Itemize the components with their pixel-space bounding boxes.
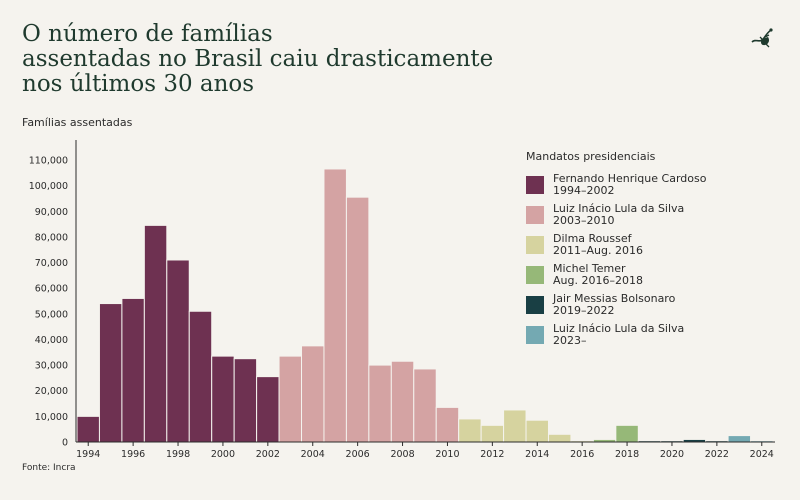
- legend-item-lula-2: Luiz Inácio Lula da Silva 2023–: [526, 320, 786, 350]
- legend-name: Jair Messias Bolsonaro: [553, 292, 676, 305]
- chart-title: O número de famílias assentadas no Brasi…: [22, 22, 662, 97]
- legend-name: Fernando Henrique Cardoso: [553, 172, 707, 185]
- y-tick-label: 70,000: [35, 258, 68, 269]
- x-tick-label: 2002: [256, 449, 280, 460]
- x-tick-label: 2004: [301, 449, 325, 460]
- y-tick-label: 20,000: [35, 386, 68, 397]
- legend-name: Dilma Roussef: [553, 232, 632, 245]
- legend-period: 1994–2002: [553, 184, 615, 197]
- legend-period: 2023–: [553, 334, 587, 347]
- legend-period: Aug. 2016–2018: [553, 274, 643, 287]
- bar-1999: [188, 310, 213, 443]
- legend-item-fhc: Fernando Henrique Cardoso 1994–2002: [526, 170, 786, 200]
- title-line-3: nos últimos 30 anos: [22, 71, 255, 97]
- bar-2018: [615, 424, 639, 443]
- bar-2004: [301, 345, 325, 443]
- legend-swatch: [526, 206, 544, 224]
- legend-swatch: [526, 296, 544, 314]
- bar-2005: [323, 168, 347, 443]
- bar-2011: [458, 418, 482, 443]
- legend-name: Luiz Inácio Lula da Silva: [553, 322, 685, 335]
- legend-title: Mandatos presidenciais: [526, 150, 656, 163]
- legend-name: Luiz Inácio Lula da Silva: [553, 202, 685, 215]
- y-axis-label: Famílias assentadas: [22, 116, 133, 129]
- bar-2007: [368, 364, 392, 443]
- x-tick-label: 1998: [166, 449, 190, 460]
- legend-name: Michel Temer: [553, 262, 626, 275]
- x-tick-label: 2016: [570, 449, 594, 460]
- bar-2023: [727, 435, 752, 443]
- x-tick-label: 1996: [121, 449, 145, 460]
- legend-item-lula-1: Luiz Inácio Lula da Silva 2003–2010: [526, 200, 786, 230]
- lizard-logo-icon: [751, 28, 773, 48]
- x-tick-label: 2018: [615, 449, 639, 460]
- legend-item-bolsonaro: Jair Messias Bolsonaro 2019–2022: [526, 290, 786, 320]
- legend-swatch: [526, 176, 544, 194]
- bar-2010: [435, 406, 460, 443]
- title-line-2: assentadas no Brasil caiu drasticamente: [22, 46, 494, 72]
- bar-1994: [76, 415, 100, 443]
- bar-2014: [525, 419, 549, 443]
- legend-swatch: [526, 266, 544, 284]
- legend: Mandatos presidenciais Fernando Henrique…: [526, 150, 786, 350]
- x-tick-label: 2006: [346, 449, 370, 460]
- y-tick-label: 10,000: [35, 412, 68, 423]
- y-tick-label: 50,000: [35, 309, 68, 320]
- x-tick-label: 2024: [750, 449, 774, 460]
- y-tick-label: 40,000: [35, 335, 68, 346]
- y-tick-label: 60,000: [35, 284, 68, 295]
- y-tick-label: 90,000: [35, 207, 68, 218]
- bar-2012: [480, 424, 505, 443]
- legend-period: 2003–2010: [553, 214, 615, 227]
- legend-item-dilma: Dilma Roussef 2011–Aug. 2016: [526, 230, 786, 260]
- x-tick-label: 1994: [76, 449, 100, 460]
- bar-2009: [413, 368, 437, 443]
- bar-1998: [166, 259, 190, 443]
- x-tick-label: 2000: [211, 449, 235, 460]
- bar-2001: [233, 358, 258, 443]
- bar-2008: [390, 360, 415, 443]
- bar-2003: [278, 355, 303, 443]
- legend-period: 2019–2022: [553, 304, 615, 317]
- title-line-1: O número de famílias: [22, 21, 273, 47]
- bar-1997: [143, 224, 168, 443]
- bar-2013: [503, 409, 527, 443]
- bar-2015: [547, 433, 572, 443]
- bar-1996: [121, 297, 145, 443]
- legend-item-temer: Michel Temer Aug. 2016–2018: [526, 260, 786, 290]
- x-tick-label: 2008: [390, 449, 414, 460]
- y-tick-label: 0: [62, 438, 68, 449]
- y-tick-label: 30,000: [35, 361, 68, 372]
- legend-swatch: [526, 326, 544, 344]
- bar-2006: [345, 196, 370, 443]
- source-note: Fonte: Incra: [22, 463, 76, 473]
- x-tick-label: 2014: [525, 449, 549, 460]
- legend-period: 2011–Aug. 2016: [553, 244, 643, 257]
- x-tick-label: 2020: [660, 449, 684, 460]
- x-tick-label: 2012: [480, 449, 504, 460]
- x-tick-label: 2010: [435, 449, 459, 460]
- x-tick-label: 2022: [705, 449, 729, 460]
- bar-2000: [211, 355, 235, 443]
- y-tick-label: 110,000: [29, 156, 68, 167]
- y-tick-label: 100,000: [29, 181, 68, 192]
- bar-1995: [98, 303, 123, 443]
- legend-swatch: [526, 236, 544, 254]
- bar-2002: [256, 376, 280, 443]
- y-tick-label: 80,000: [35, 232, 68, 243]
